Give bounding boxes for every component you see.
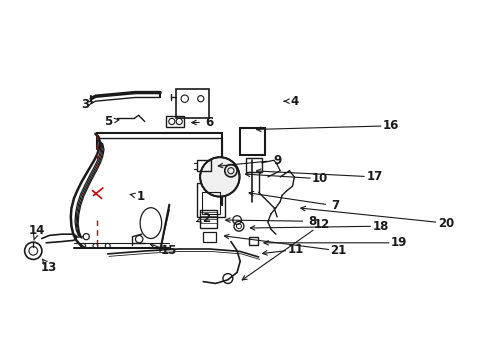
Text: 11: 11: [287, 243, 303, 256]
Text: 5: 5: [103, 115, 112, 128]
Text: 16: 16: [382, 119, 398, 132]
Bar: [249, 237, 258, 245]
Text: 2: 2: [202, 212, 210, 225]
Text: 4: 4: [290, 95, 298, 108]
Text: 17: 17: [366, 170, 382, 184]
Bar: [175, 89, 209, 118]
Text: 19: 19: [390, 236, 407, 249]
Bar: [166, 116, 183, 127]
Bar: [202, 192, 220, 214]
Text: 12: 12: [313, 218, 329, 231]
Text: 20: 20: [437, 217, 453, 230]
Text: 13: 13: [41, 261, 57, 274]
Circle shape: [200, 157, 239, 197]
Text: 1: 1: [136, 190, 144, 203]
Bar: [199, 210, 216, 228]
Text: 15: 15: [161, 244, 177, 257]
Text: 21: 21: [330, 244, 346, 257]
Text: 3: 3: [81, 98, 89, 111]
Text: 18: 18: [372, 220, 388, 233]
Bar: [197, 160, 210, 171]
Text: 8: 8: [308, 215, 316, 228]
Text: 10: 10: [311, 172, 328, 185]
Text: 6: 6: [205, 116, 213, 129]
Bar: [197, 183, 224, 217]
Text: 9: 9: [272, 154, 281, 167]
Text: 7: 7: [331, 199, 339, 212]
Bar: [246, 158, 261, 172]
Bar: [203, 232, 215, 242]
Text: 14: 14: [29, 224, 45, 237]
